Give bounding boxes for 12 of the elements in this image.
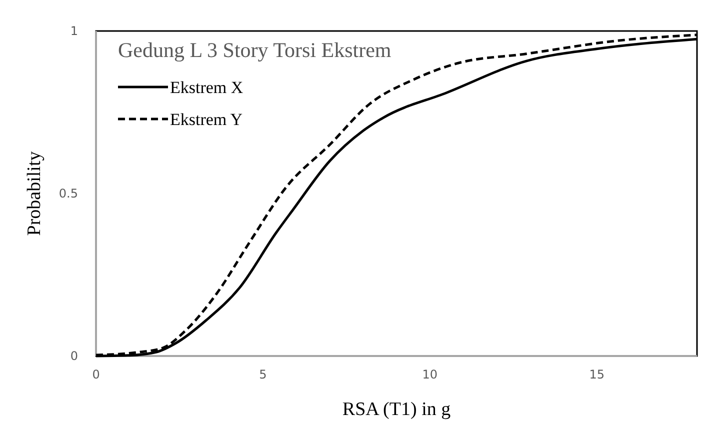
x-tick-label: 10 [422,368,438,382]
y-tick-label: 0.5 [58,186,78,200]
y-tick-label: 1 [70,24,78,38]
legend-label: Ekstrem X [170,78,244,97]
x-tick-label: 15 [589,368,604,382]
y-axis-title: Probability [24,150,45,236]
y-tick-label: 0 [70,348,78,363]
x-tick-label: 0 [92,368,100,382]
legend-label: Ekstrem Y [170,110,243,129]
x-tick-label: 5 [259,368,267,382]
x-axis-title: RSA (T1) in g [342,399,452,420]
chart-title: Gedung L 3 Story Torsi Ekstrem [118,38,392,62]
